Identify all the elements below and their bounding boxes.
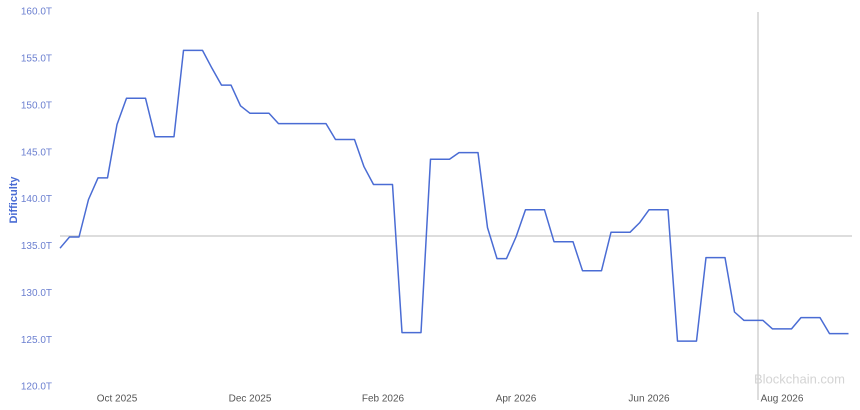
y-tick-label: 150.0T bbox=[21, 100, 52, 111]
x-tick-label: Jun 2026 bbox=[628, 394, 670, 405]
y-tick-label: 160.0T bbox=[21, 7, 52, 18]
y-tick-label: 120.0T bbox=[21, 382, 52, 393]
y-tick-label: 140.0T bbox=[21, 194, 52, 205]
data-line bbox=[59, 49, 849, 342]
y-tick-label: 145.0T bbox=[21, 147, 52, 158]
x-tick-label: Dec 2025 bbox=[229, 394, 272, 405]
y-tick-label: 125.0T bbox=[21, 335, 52, 346]
y-tick-label: 130.0T bbox=[21, 288, 52, 299]
y-tick-label: 135.0T bbox=[21, 241, 52, 252]
x-tick-label: Oct 2025 bbox=[97, 394, 138, 405]
y-axis-label: Difficulty bbox=[8, 176, 20, 224]
x-tick-label: Aug 2026 bbox=[761, 394, 804, 405]
x-tick-label: Feb 2026 bbox=[362, 394, 405, 405]
x-tick-label: Apr 2026 bbox=[496, 394, 537, 405]
watermark: Blockchain.com bbox=[754, 371, 845, 386]
y-tick-label: 155.0T bbox=[21, 54, 52, 65]
